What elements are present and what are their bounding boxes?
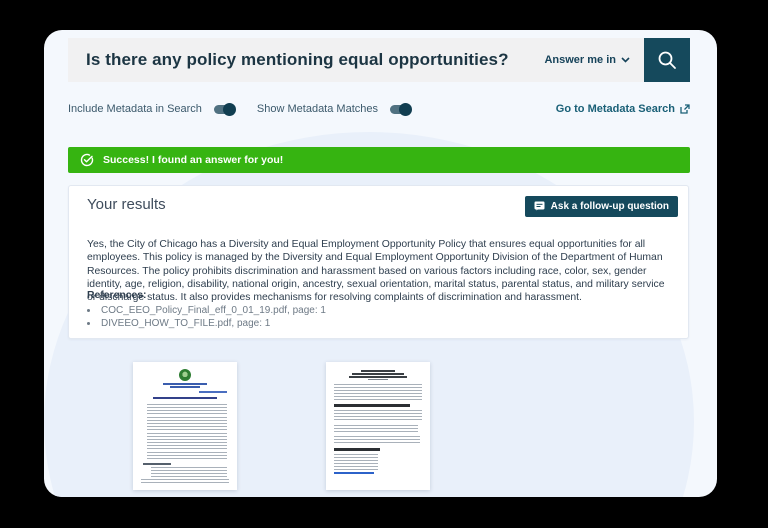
answer-text: Yes, the City of Chicago has a Diversity… [87, 239, 665, 304]
references-label: References: [87, 290, 147, 301]
toggle-knob [222, 102, 236, 116]
show-metadata-label: Show Metadata Matches [256, 103, 378, 115]
reference-item[interactable]: COC_EEO_Policy_Final_eff_0_01_19.pdf, pa… [99, 304, 326, 317]
results-title: Your results [87, 196, 166, 213]
answer-me-in-dropdown[interactable]: Answer me in [540, 48, 634, 72]
doc-heading-line [334, 404, 410, 407]
search-row: Is there any policy mentioning equal opp… [68, 38, 690, 82]
doc-title-line [153, 397, 217, 399]
ask-followup-button[interactable]: Ask a follow-up question [524, 196, 678, 217]
doc-heading-line [334, 448, 380, 451]
doc-paragraph [151, 467, 227, 477]
search-query-text[interactable]: Is there any policy mentioning equal opp… [86, 50, 509, 69]
results-header: Your results Ask a follow-up question [87, 196, 678, 217]
doc-date-line [199, 391, 227, 393]
show-metadata-toggle[interactable] [390, 102, 412, 116]
check-circle-icon [80, 153, 94, 167]
toggle-knob [399, 102, 412, 116]
doc-header-line [170, 386, 200, 388]
success-banner: Success! I found an answer for you! [68, 147, 690, 173]
include-metadata-label: Include Metadata in Search [68, 103, 202, 115]
answer-me-in-label: Answer me in [544, 54, 616, 66]
chat-icon [534, 201, 545, 211]
doc-paragraph [334, 384, 422, 400]
doc-paragraph [334, 436, 420, 444]
success-message: Success! I found an answer for you! [103, 154, 284, 166]
doc-paragraph [147, 404, 227, 414]
doc-header-line [163, 383, 207, 385]
doc-paragraph [334, 410, 422, 422]
document-thumbnail-howtofile-pdf[interactable] [326, 362, 430, 490]
chevron-down-icon [621, 57, 630, 63]
search-results-card: Is there any policy mentioning equal opp… [44, 30, 717, 497]
doc-paragraph [147, 433, 227, 449]
include-metadata-toggle[interactable] [213, 102, 236, 116]
ask-followup-label: Ask a follow-up question [550, 201, 669, 212]
metadata-options-row: Include Metadata in Search Show Metadata… [68, 96, 690, 122]
results-panel: Your results Ask a follow-up question Ye… [68, 185, 689, 339]
doc-header-line [352, 373, 404, 375]
search-bar[interactable]: Is there any policy mentioning equal opp… [68, 38, 644, 82]
doc-paragraph [147, 417, 227, 430]
search-icon [658, 51, 676, 69]
go-to-metadata-search-link[interactable]: Go to Metadata Search [556, 103, 690, 115]
doc-header-line [361, 370, 395, 372]
reference-item[interactable]: DIVEEO_HOW_TO_FILE.pdf, page: 1 [99, 317, 326, 330]
doc-header-line [368, 379, 388, 380]
references-list: COC_EEO_Policy_Final_eff_0_01_19.pdf, pa… [99, 304, 326, 330]
doc-paragraph [147, 452, 227, 461]
document-seal-logo [179, 369, 191, 381]
search-button[interactable] [644, 38, 690, 82]
document-thumbnail-policy-pdf[interactable] [133, 362, 237, 490]
doc-footer-line [141, 479, 229, 484]
doc-link-line [334, 472, 374, 474]
doc-subheading-line [143, 463, 171, 465]
external-link-icon [680, 104, 690, 114]
doc-header-line [349, 376, 407, 378]
doc-paragraph [334, 425, 418, 433]
doc-contact-block [334, 454, 378, 470]
metadata-search-link-label: Go to Metadata Search [555, 103, 675, 115]
